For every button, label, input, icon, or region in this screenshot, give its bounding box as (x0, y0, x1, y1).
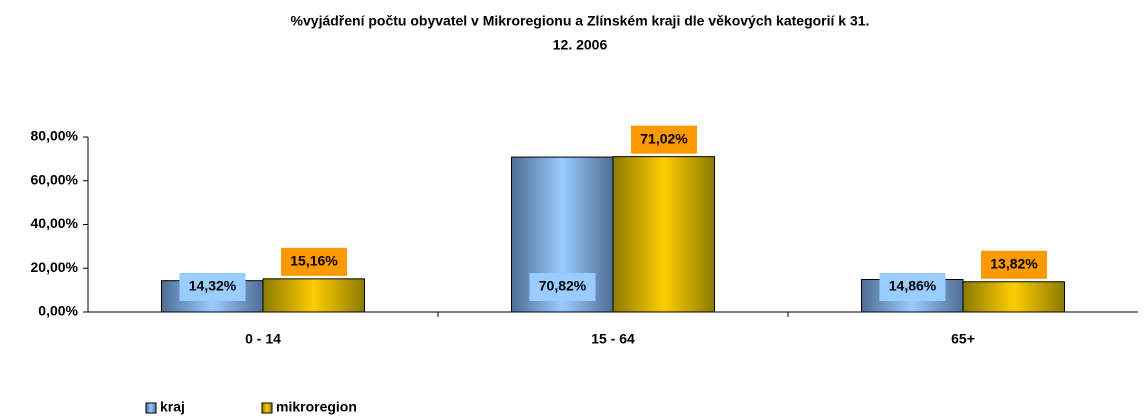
value-label: 14,86% (889, 278, 937, 294)
x-tick-label: 15 - 64 (591, 331, 635, 347)
value-label-bg (179, 273, 246, 301)
value-label-bg (981, 250, 1047, 279)
legend-label: mikroregion (276, 399, 357, 415)
value-label-bg (879, 273, 946, 301)
bar (262, 278, 365, 313)
legend-swatch (261, 402, 273, 414)
bar (962, 281, 1065, 313)
value-label-bg (631, 125, 697, 154)
y-tick-label: 0,00% (38, 303, 78, 319)
y-tick-label: 80,00% (31, 128, 79, 144)
legend-label: kraj (160, 399, 185, 415)
value-label: 71,02% (640, 130, 688, 146)
chart-title: %vyjádření počtu obyvatel v Mikroregionu… (291, 13, 870, 29)
y-tick-label: 20,00% (31, 259, 79, 275)
y-tick-label: 60,00% (31, 171, 79, 187)
chart-subtitle: 12. 2006 (553, 37, 608, 53)
bar (612, 156, 715, 313)
x-tick-label: 0 - 14 (245, 331, 281, 347)
value-label: 14,32% (189, 278, 237, 294)
value-label: 15,16% (290, 253, 338, 269)
value-label-bg (529, 273, 596, 301)
value-label: 70,82% (539, 278, 587, 294)
x-tick-label: 65+ (951, 331, 975, 347)
y-tick-label: 40,00% (31, 215, 79, 231)
value-label: 13,82% (990, 255, 1038, 271)
value-label-bg (281, 247, 347, 276)
legend-swatch (145, 402, 157, 414)
